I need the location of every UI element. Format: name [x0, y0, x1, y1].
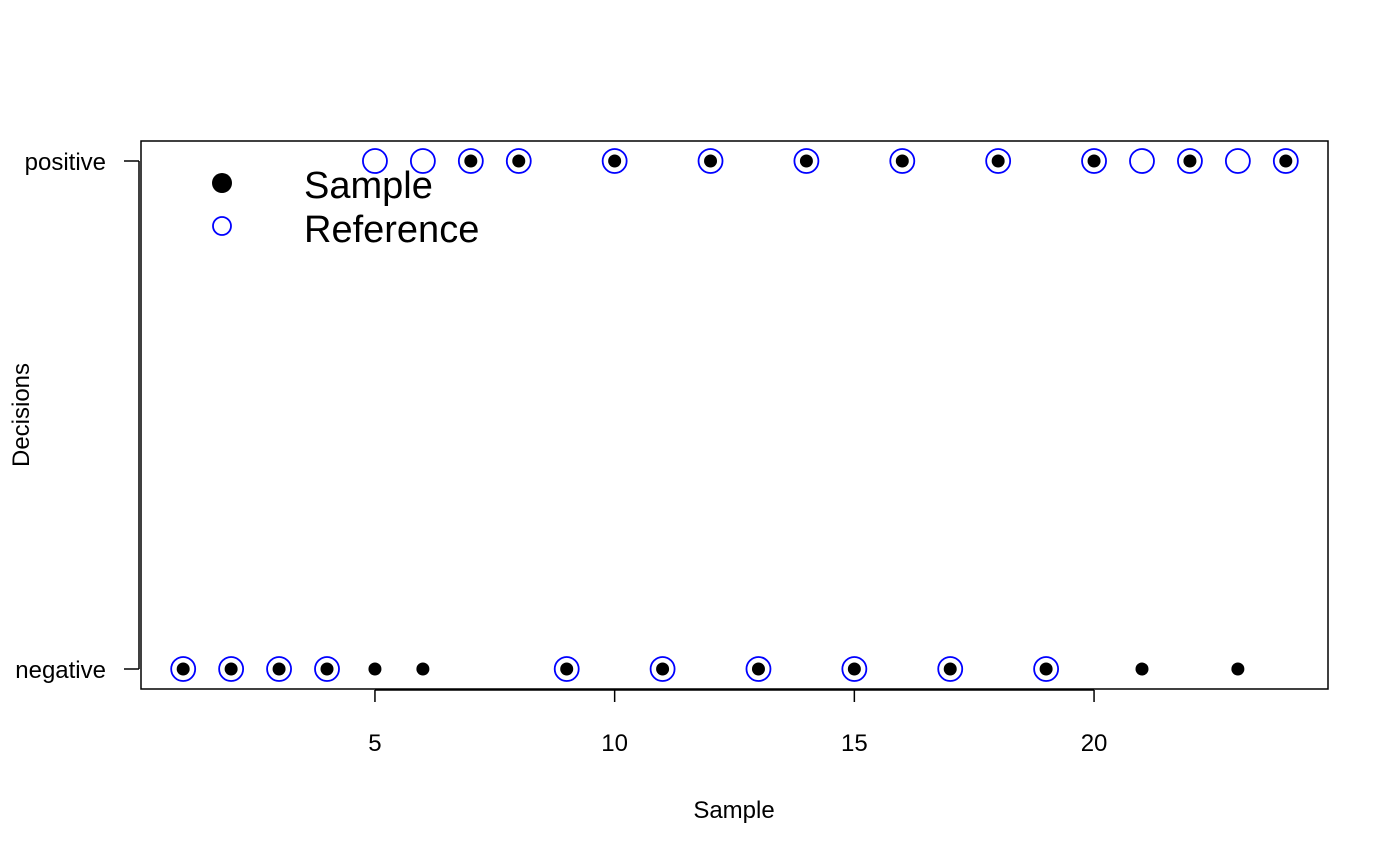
sample-point — [656, 662, 670, 676]
reference-point — [1081, 148, 1107, 174]
reference-point — [1129, 148, 1155, 174]
legend: Sample Reference — [212, 165, 479, 251]
sample-point — [1135, 662, 1149, 676]
reference-point — [314, 656, 340, 682]
reference-point — [1177, 148, 1203, 174]
reference-point — [841, 656, 868, 682]
reference-series — [170, 148, 1299, 682]
x-tick-label: 15 — [841, 730, 868, 757]
sample-point — [1087, 154, 1101, 168]
x-axis-title: Sample — [693, 797, 774, 824]
x-axis: 5 10 15 20 — [368, 689, 1108, 757]
legend-sample-label: Sample — [304, 165, 433, 207]
sample-point — [560, 662, 574, 676]
x-tick-label: 20 — [1081, 730, 1108, 757]
reference-point — [505, 148, 532, 174]
sample-point — [176, 662, 190, 676]
reference-point — [218, 656, 245, 682]
y-axis: negative positive — [15, 149, 140, 684]
x-tick-label: 5 — [368, 730, 381, 757]
sample-point — [1183, 154, 1197, 168]
reference-point — [1224, 148, 1251, 174]
reference-point — [889, 148, 916, 174]
sample-point — [224, 662, 238, 676]
y-tick-label-negative: negative — [15, 657, 106, 684]
reference-point — [1272, 148, 1299, 174]
sample-point — [943, 662, 957, 676]
sample-point — [799, 154, 813, 168]
x-tick-label: 10 — [601, 730, 628, 757]
reference-point — [362, 148, 388, 174]
sample-point — [512, 154, 526, 168]
sample-point — [272, 662, 286, 676]
reference-point — [1033, 656, 1060, 682]
sample-point — [704, 154, 718, 168]
sample-point — [1039, 662, 1053, 676]
plot-frame — [140, 140, 1329, 690]
legend-reference-label: Reference — [304, 209, 479, 251]
sample-series — [176, 154, 1293, 676]
sample-point — [1231, 662, 1245, 676]
sample-point — [416, 662, 430, 676]
reference-point — [745, 656, 772, 682]
y-tick-label-positive: positive — [25, 149, 106, 176]
legend-sample-marker — [212, 173, 232, 193]
reference-point — [457, 148, 484, 174]
reference-point — [409, 148, 436, 174]
reference-point — [553, 656, 580, 682]
reference-point — [937, 656, 964, 682]
sample-point — [751, 662, 765, 676]
sample-point — [608, 154, 622, 168]
sample-point — [847, 662, 861, 676]
reference-point — [170, 656, 197, 682]
y-axis-title: Decisions — [8, 363, 35, 467]
reference-point — [985, 148, 1012, 174]
sample-point — [368, 662, 382, 676]
legend-reference-marker — [212, 216, 232, 236]
reference-point — [697, 148, 724, 174]
reference-point — [649, 656, 676, 682]
sample-point — [464, 154, 478, 168]
reference-point — [793, 148, 820, 174]
sample-point — [991, 154, 1005, 168]
sample-point — [895, 154, 909, 168]
reference-point — [601, 148, 628, 174]
reference-point — [266, 656, 292, 682]
sample-point — [320, 662, 334, 676]
sample-point — [1279, 154, 1293, 168]
